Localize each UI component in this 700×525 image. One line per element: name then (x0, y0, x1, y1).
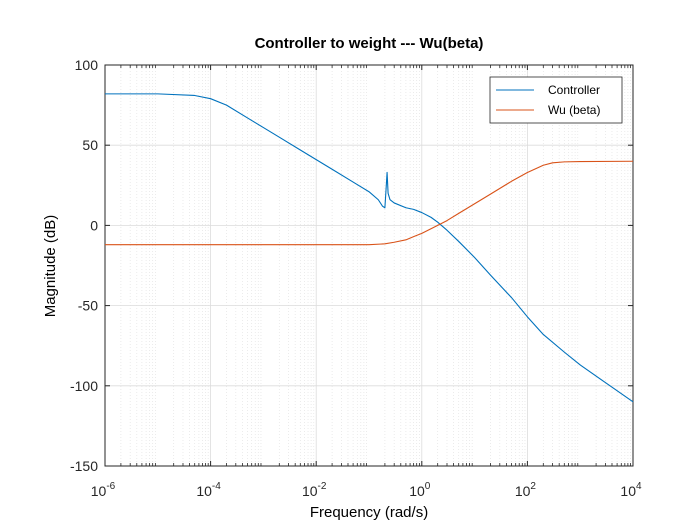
x-tick-label: 102 (515, 481, 537, 499)
chart-title: Controller to weight --- Wu(beta) (255, 35, 484, 52)
legend-label: Wu (beta) (548, 103, 600, 117)
series-line-wu-beta (105, 160, 634, 246)
series-lines (105, 93, 634, 403)
x-tick-label: 100 (409, 481, 431, 499)
y-tick-label: 100 (75, 57, 99, 73)
legend-box (489, 76, 623, 124)
y-tick-label: 50 (82, 137, 98, 153)
y-tick-label: -50 (78, 298, 98, 314)
x-tick-label: 10-2 (302, 481, 327, 499)
y-tick-label: -100 (70, 378, 98, 394)
x-tick-label: 10-4 (196, 481, 221, 499)
y-axis-label: Magnitude (dB) (42, 215, 59, 318)
x-tick-label: 104 (620, 481, 642, 499)
y-tick-label: -150 (70, 458, 98, 474)
y-tick-label: 0 (90, 217, 98, 233)
legend-label: Controller (548, 83, 600, 97)
legend: Controller Wu (beta) (489, 76, 623, 124)
plot-frame (104, 64, 634, 467)
x-tick-label: 10-6 (91, 481, 116, 499)
series-line-controller (105, 93, 634, 403)
grid-lines (104, 64, 634, 467)
x-axis-label: Frequency (rad/s) (310, 504, 428, 521)
axis-ticks: 10-6 10-4 10-2 100 102 104 -150 -100 -50 0 50 100 (70, 57, 642, 499)
